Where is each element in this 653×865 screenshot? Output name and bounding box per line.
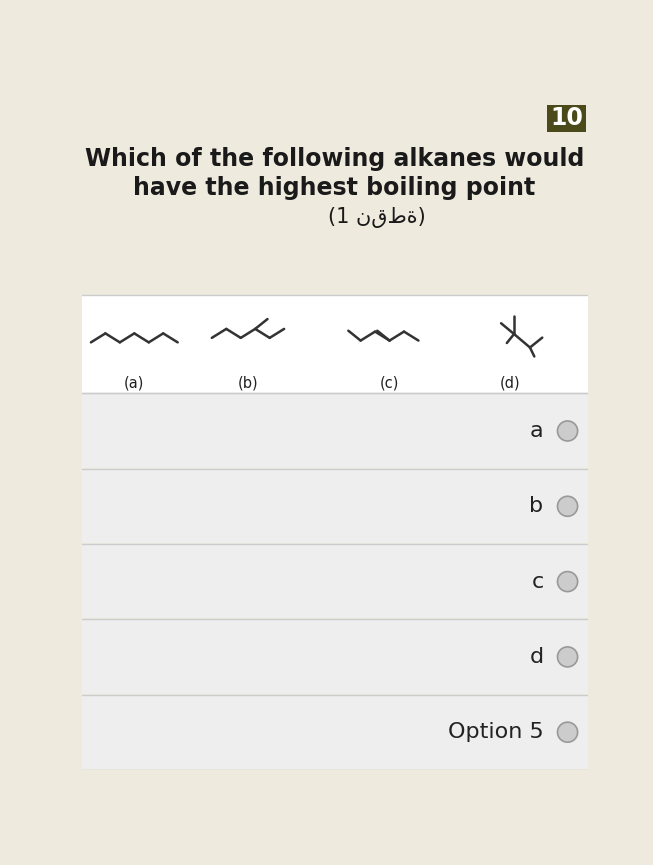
Text: (c): (c) bbox=[380, 375, 399, 390]
Text: b: b bbox=[530, 497, 543, 516]
Text: have the highest boiling point: have the highest boiling point bbox=[133, 176, 535, 201]
Text: 10: 10 bbox=[550, 106, 583, 131]
Text: d: d bbox=[530, 647, 543, 667]
FancyBboxPatch shape bbox=[82, 104, 588, 295]
Text: Option 5: Option 5 bbox=[448, 722, 543, 742]
FancyBboxPatch shape bbox=[82, 695, 588, 769]
FancyBboxPatch shape bbox=[82, 470, 588, 543]
Text: (b): (b) bbox=[238, 375, 259, 390]
FancyBboxPatch shape bbox=[82, 545, 588, 618]
Circle shape bbox=[558, 722, 578, 742]
Text: (1 نقطة): (1 نقطة) bbox=[328, 208, 426, 228]
Circle shape bbox=[558, 572, 578, 592]
Text: c: c bbox=[532, 572, 543, 592]
Text: Which of the following alkanes would: Which of the following alkanes would bbox=[85, 147, 584, 171]
Text: (a): (a) bbox=[124, 375, 144, 390]
FancyBboxPatch shape bbox=[82, 394, 588, 468]
Text: a: a bbox=[530, 421, 543, 441]
Circle shape bbox=[558, 421, 578, 441]
FancyBboxPatch shape bbox=[82, 620, 588, 694]
Circle shape bbox=[558, 647, 578, 667]
FancyBboxPatch shape bbox=[547, 106, 586, 131]
Text: (d): (d) bbox=[500, 375, 520, 390]
FancyBboxPatch shape bbox=[82, 295, 588, 394]
Circle shape bbox=[558, 497, 578, 516]
